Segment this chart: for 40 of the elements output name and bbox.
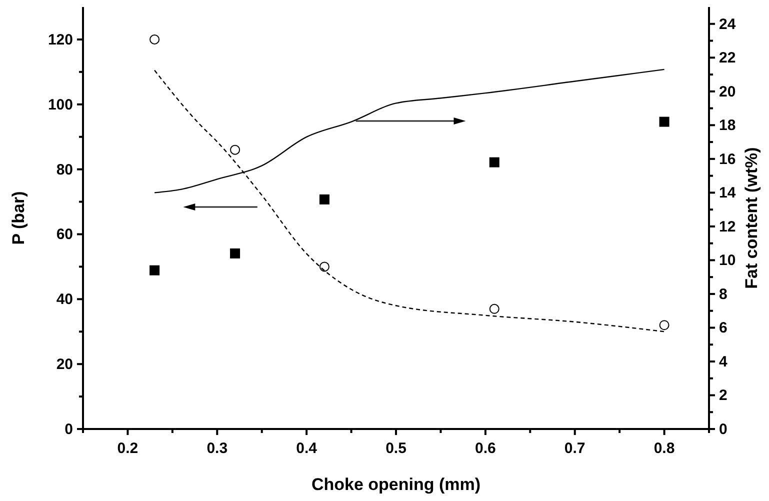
- y2-tick-label: 14: [719, 184, 736, 202]
- point: [150, 34, 160, 44]
- point: [319, 194, 330, 204]
- x-tick-label: 0.2: [117, 440, 138, 457]
- y2-tick-label: 12: [719, 218, 736, 236]
- y-axis-title: P (bar): [9, 191, 28, 245]
- y-tick-label: 120: [48, 31, 73, 48]
- y2-tick-label: 6: [719, 320, 728, 337]
- point: [489, 157, 500, 168]
- y2-tick-label: 18: [719, 117, 736, 134]
- y-tick-label: 0: [64, 421, 73, 438]
- point: [230, 248, 240, 258]
- x-tick-label: 0.4: [296, 440, 318, 457]
- y2-tick-label: 4: [719, 353, 728, 370]
- y2-tick-label: 8: [719, 286, 728, 303]
- y-tick-label: 40: [56, 291, 73, 308]
- point: [150, 265, 160, 276]
- y2-tick-label: 16: [719, 150, 736, 168]
- point: [319, 262, 330, 272]
- y-tick-label: 20: [56, 356, 73, 374]
- x-tick-label: 0.6: [475, 440, 496, 457]
- x-tick-label: 0.8: [654, 440, 675, 457]
- point: [659, 116, 670, 127]
- x-tick-label: 0.5: [386, 440, 406, 457]
- y2-tick-label: 24: [719, 16, 736, 33]
- y2-tick-label: 2: [719, 387, 728, 404]
- x-tick-label: 0.3: [206, 440, 228, 457]
- point: [659, 320, 670, 330]
- y2-tick-label: 20: [719, 83, 736, 100]
- y-tick-label: 60: [56, 226, 73, 244]
- y2-tick-label: 10: [719, 252, 736, 270]
- y-tick-label: 100: [48, 96, 73, 114]
- point: [489, 304, 500, 314]
- point: [230, 144, 240, 155]
- x-tick-label: 0.7: [564, 440, 586, 457]
- y-tick-label: 80: [56, 161, 73, 178]
- y2-axis-title: Fat content (wt%): [742, 147, 761, 289]
- y2-tick-label: 22: [719, 50, 736, 67]
- y2-tick-label: 0: [719, 421, 728, 438]
- x-axis-title: Choke opening (mm): [311, 475, 481, 494]
